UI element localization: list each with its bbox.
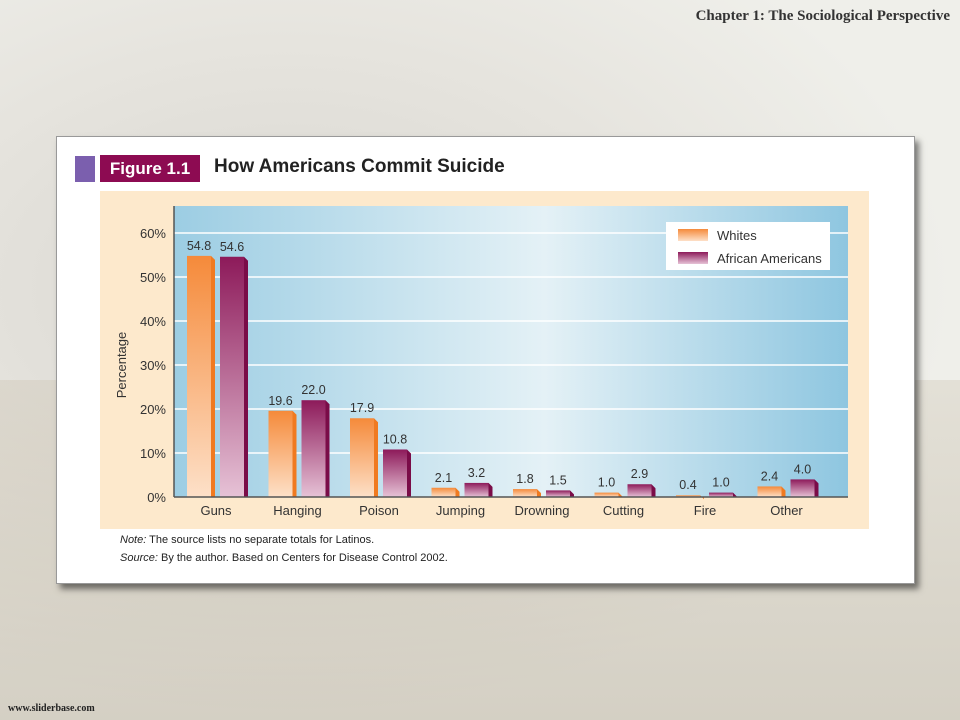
bar-african-americans: [383, 449, 407, 497]
bar-side: [537, 489, 541, 497]
data-label: 3.2: [468, 466, 485, 480]
bar-side: [292, 410, 297, 497]
chart-title: How Americans Commit Suicide: [214, 156, 505, 177]
figure-label: Figure 1.1: [100, 155, 200, 182]
bar-african-americans: [464, 482, 489, 497]
bar-side: [570, 490, 574, 497]
note-text: The source lists no separate totals for …: [146, 534, 375, 546]
bar-whites: [594, 492, 619, 497]
data-label: 19.6: [268, 394, 292, 408]
x-tick-label: Jumping: [436, 503, 485, 518]
bar-side: [325, 400, 330, 497]
bar-african-americans: [546, 490, 570, 497]
bar-side: [488, 482, 493, 497]
bar-whites: [676, 495, 700, 497]
legend-swatch-african-americans: [678, 252, 708, 264]
data-label: 54.8: [187, 239, 211, 253]
y-tick-label: 30%: [140, 358, 166, 373]
data-label: 2.9: [631, 467, 648, 481]
data-label: 2.4: [761, 469, 778, 483]
data-label: 1.0: [598, 476, 615, 490]
data-label: 1.8: [516, 472, 533, 486]
bar-whites: [350, 418, 374, 497]
legend-label-african-americans: African Americans: [717, 251, 822, 266]
x-tick-label: Cutting: [603, 503, 644, 518]
data-label: 1.5: [549, 473, 566, 487]
data-label: 54.6: [220, 240, 244, 254]
legend-label-whites: Whites: [717, 228, 757, 243]
bar-side: [407, 449, 411, 497]
data-label: 17.9: [350, 401, 374, 415]
bar-african-americans: [709, 492, 733, 497]
bar-side: [814, 479, 819, 497]
y-tick-label: 0%: [147, 490, 166, 505]
bar-side: [455, 487, 460, 497]
bar-african-americans: [220, 256, 244, 497]
x-tick-label: Hanging: [273, 503, 321, 518]
bar-african-americans: [301, 400, 326, 497]
x-tick-label: Poison: [359, 503, 399, 518]
figure-note: Note: The source lists no separate total…: [120, 534, 374, 546]
bar-side: [651, 484, 656, 497]
bar-side: [374, 418, 378, 497]
x-tick-label: Guns: [200, 503, 232, 518]
y-tick-label: 20%: [140, 402, 166, 417]
bar-side: [618, 492, 623, 497]
x-tick-label: Fire: [694, 503, 716, 518]
y-tick-label: 40%: [140, 314, 166, 329]
data-label: 0.4: [679, 478, 696, 492]
data-label: 22.0: [301, 383, 325, 397]
footer-site: www.sliderbase.com: [8, 703, 95, 714]
y-axis-label: Percentage: [114, 332, 129, 399]
note-label: Note:: [120, 534, 147, 546]
bar-whites: [187, 255, 211, 497]
bar-side: [211, 255, 215, 497]
bar-whites: [513, 489, 537, 497]
data-label: 2.1: [435, 471, 452, 485]
legend-swatch-whites: [678, 229, 708, 241]
y-tick-label: 50%: [140, 270, 166, 285]
source-label: Source:: [120, 552, 158, 564]
bar-side: [733, 492, 737, 497]
data-label: 10.8: [383, 432, 407, 446]
bar-whites: [757, 486, 782, 497]
y-tick-label: 60%: [140, 226, 166, 241]
figure-marker: [75, 156, 95, 182]
bar-whites: [268, 410, 293, 497]
legend: Whites African Americans: [666, 222, 830, 270]
x-tick-label: Drowning: [515, 503, 570, 518]
bar-african-americans: [790, 479, 815, 497]
data-label: 1.0: [712, 476, 729, 490]
chapter-title: Chapter 1: The Sociological Perspective: [695, 8, 950, 24]
y-tick-label: 10%: [140, 446, 166, 461]
x-tick-label: Other: [770, 503, 803, 518]
bar-whites: [431, 487, 456, 497]
source-text: By the author. Based on Centers for Dise…: [157, 552, 448, 564]
data-label: 4.0: [794, 462, 811, 476]
bar-side: [781, 486, 786, 497]
bar-african-americans: [627, 484, 652, 497]
bar-side: [244, 256, 248, 497]
figure-source: Source: By the author. Based on Centers …: [120, 552, 448, 564]
